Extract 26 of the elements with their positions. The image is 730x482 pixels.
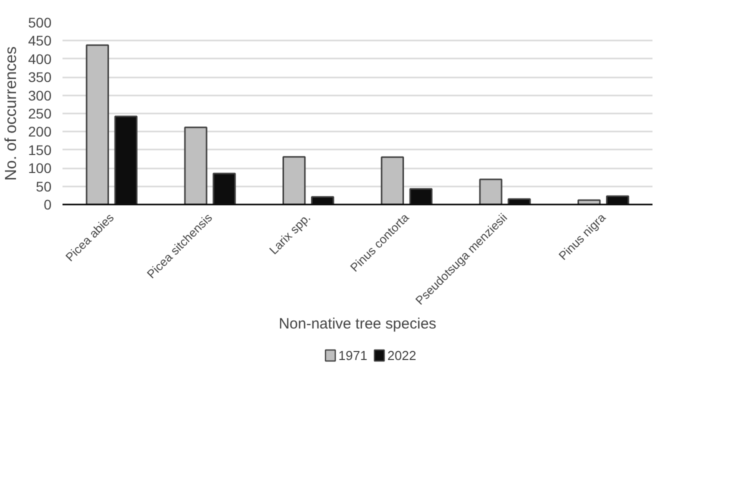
x-axis-title: Non-native tree species: [278, 316, 436, 333]
y-tick-label: 0: [44, 196, 52, 212]
bar: [86, 44, 109, 204]
bar: [311, 196, 334, 204]
bar: [479, 178, 502, 204]
y-tick-label: 100: [28, 160, 52, 176]
bar: [282, 156, 306, 204]
bar: [212, 172, 236, 204]
bar: [508, 198, 531, 204]
y-tick-label: 250: [28, 106, 52, 122]
bar: [114, 116, 138, 204]
y-tick-label: 50: [36, 178, 52, 194]
legend-label: 1971: [338, 348, 368, 363]
y-tick-label: 200: [28, 124, 52, 140]
y-tick-label: 450: [28, 32, 52, 49]
y-tick-label: 350: [28, 69, 52, 86]
y-tick-label: 400: [28, 50, 52, 67]
y-tick-label: 150: [28, 142, 52, 158]
legend-label: 2022: [387, 348, 416, 363]
y-tick-label: 300: [28, 87, 52, 104]
y-tick-label: 500: [28, 14, 52, 30]
bar: [606, 195, 630, 204]
bar: [380, 156, 404, 204]
bar: [409, 188, 432, 204]
y-axis-title: No. of occurrences: [3, 46, 20, 181]
bar: [184, 126, 208, 204]
